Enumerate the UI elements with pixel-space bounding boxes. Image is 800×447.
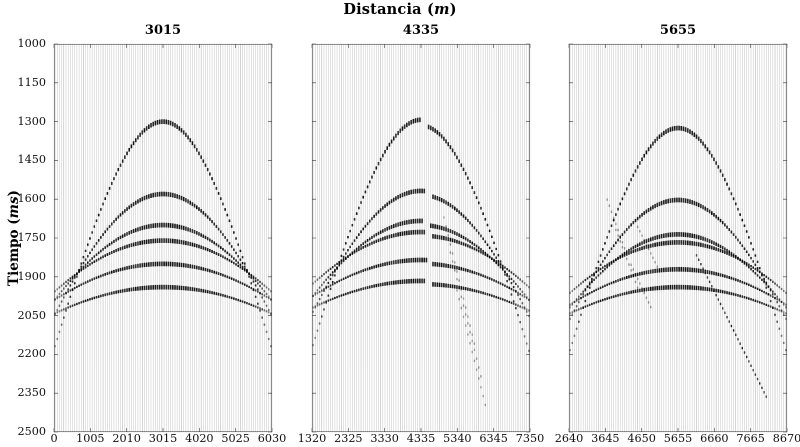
x-tick-label: 3015 (148, 432, 178, 445)
y-tick-label: 1150 (17, 75, 46, 89)
x-tick-label: 4650 (627, 432, 656, 445)
x-tick-label: 4020 (185, 432, 214, 445)
x-tick-label: 3645 (591, 432, 620, 445)
x-tick-label: 3330 (370, 432, 399, 445)
x-tick-label: 5025 (221, 432, 250, 445)
x-tick-label: 0 (50, 432, 58, 445)
x-tick-label: 5655 (663, 432, 693, 445)
x-tick-label: 7665 (736, 432, 765, 445)
x-tick-label: 6030 (257, 432, 287, 445)
y-tick-label: 2050 (17, 308, 46, 322)
x-tick-label: 2010 (112, 432, 141, 445)
panel-title: 4335 (402, 23, 440, 38)
x-tick-label: 5340 (443, 432, 472, 445)
panel-title: 3015 (144, 23, 182, 38)
y-tick-label: 2500 (17, 425, 46, 438)
x-tick-label: 7350 (515, 432, 545, 445)
y-tick-label: 1750 (17, 231, 46, 244)
y-tick-label: 2200 (17, 347, 46, 361)
y-tick-label: 1600 (17, 192, 46, 206)
y-tick-label: 1000 (17, 37, 46, 50)
x-tick-label: 2640 (554, 432, 584, 445)
panel-title: 5655 (659, 23, 697, 38)
x-tick-label: 6345 (479, 432, 508, 445)
x-tick-label: 1320 (297, 432, 327, 445)
y-tick-label: 1900 (17, 269, 46, 283)
x-tick-label: 8670 (772, 432, 800, 445)
x-tick-label: 6660 (700, 432, 729, 445)
x-tick-label: 4335 (406, 432, 436, 445)
x-tick-label: 2325 (334, 432, 363, 445)
y-tick-label: 1300 (17, 114, 46, 128)
x-tick-label: 1005 (76, 432, 105, 445)
figure-title: Distancia (m) (343, 1, 457, 18)
y-tick-label: 1450 (17, 153, 46, 167)
y-tick-label: 2350 (17, 386, 46, 400)
